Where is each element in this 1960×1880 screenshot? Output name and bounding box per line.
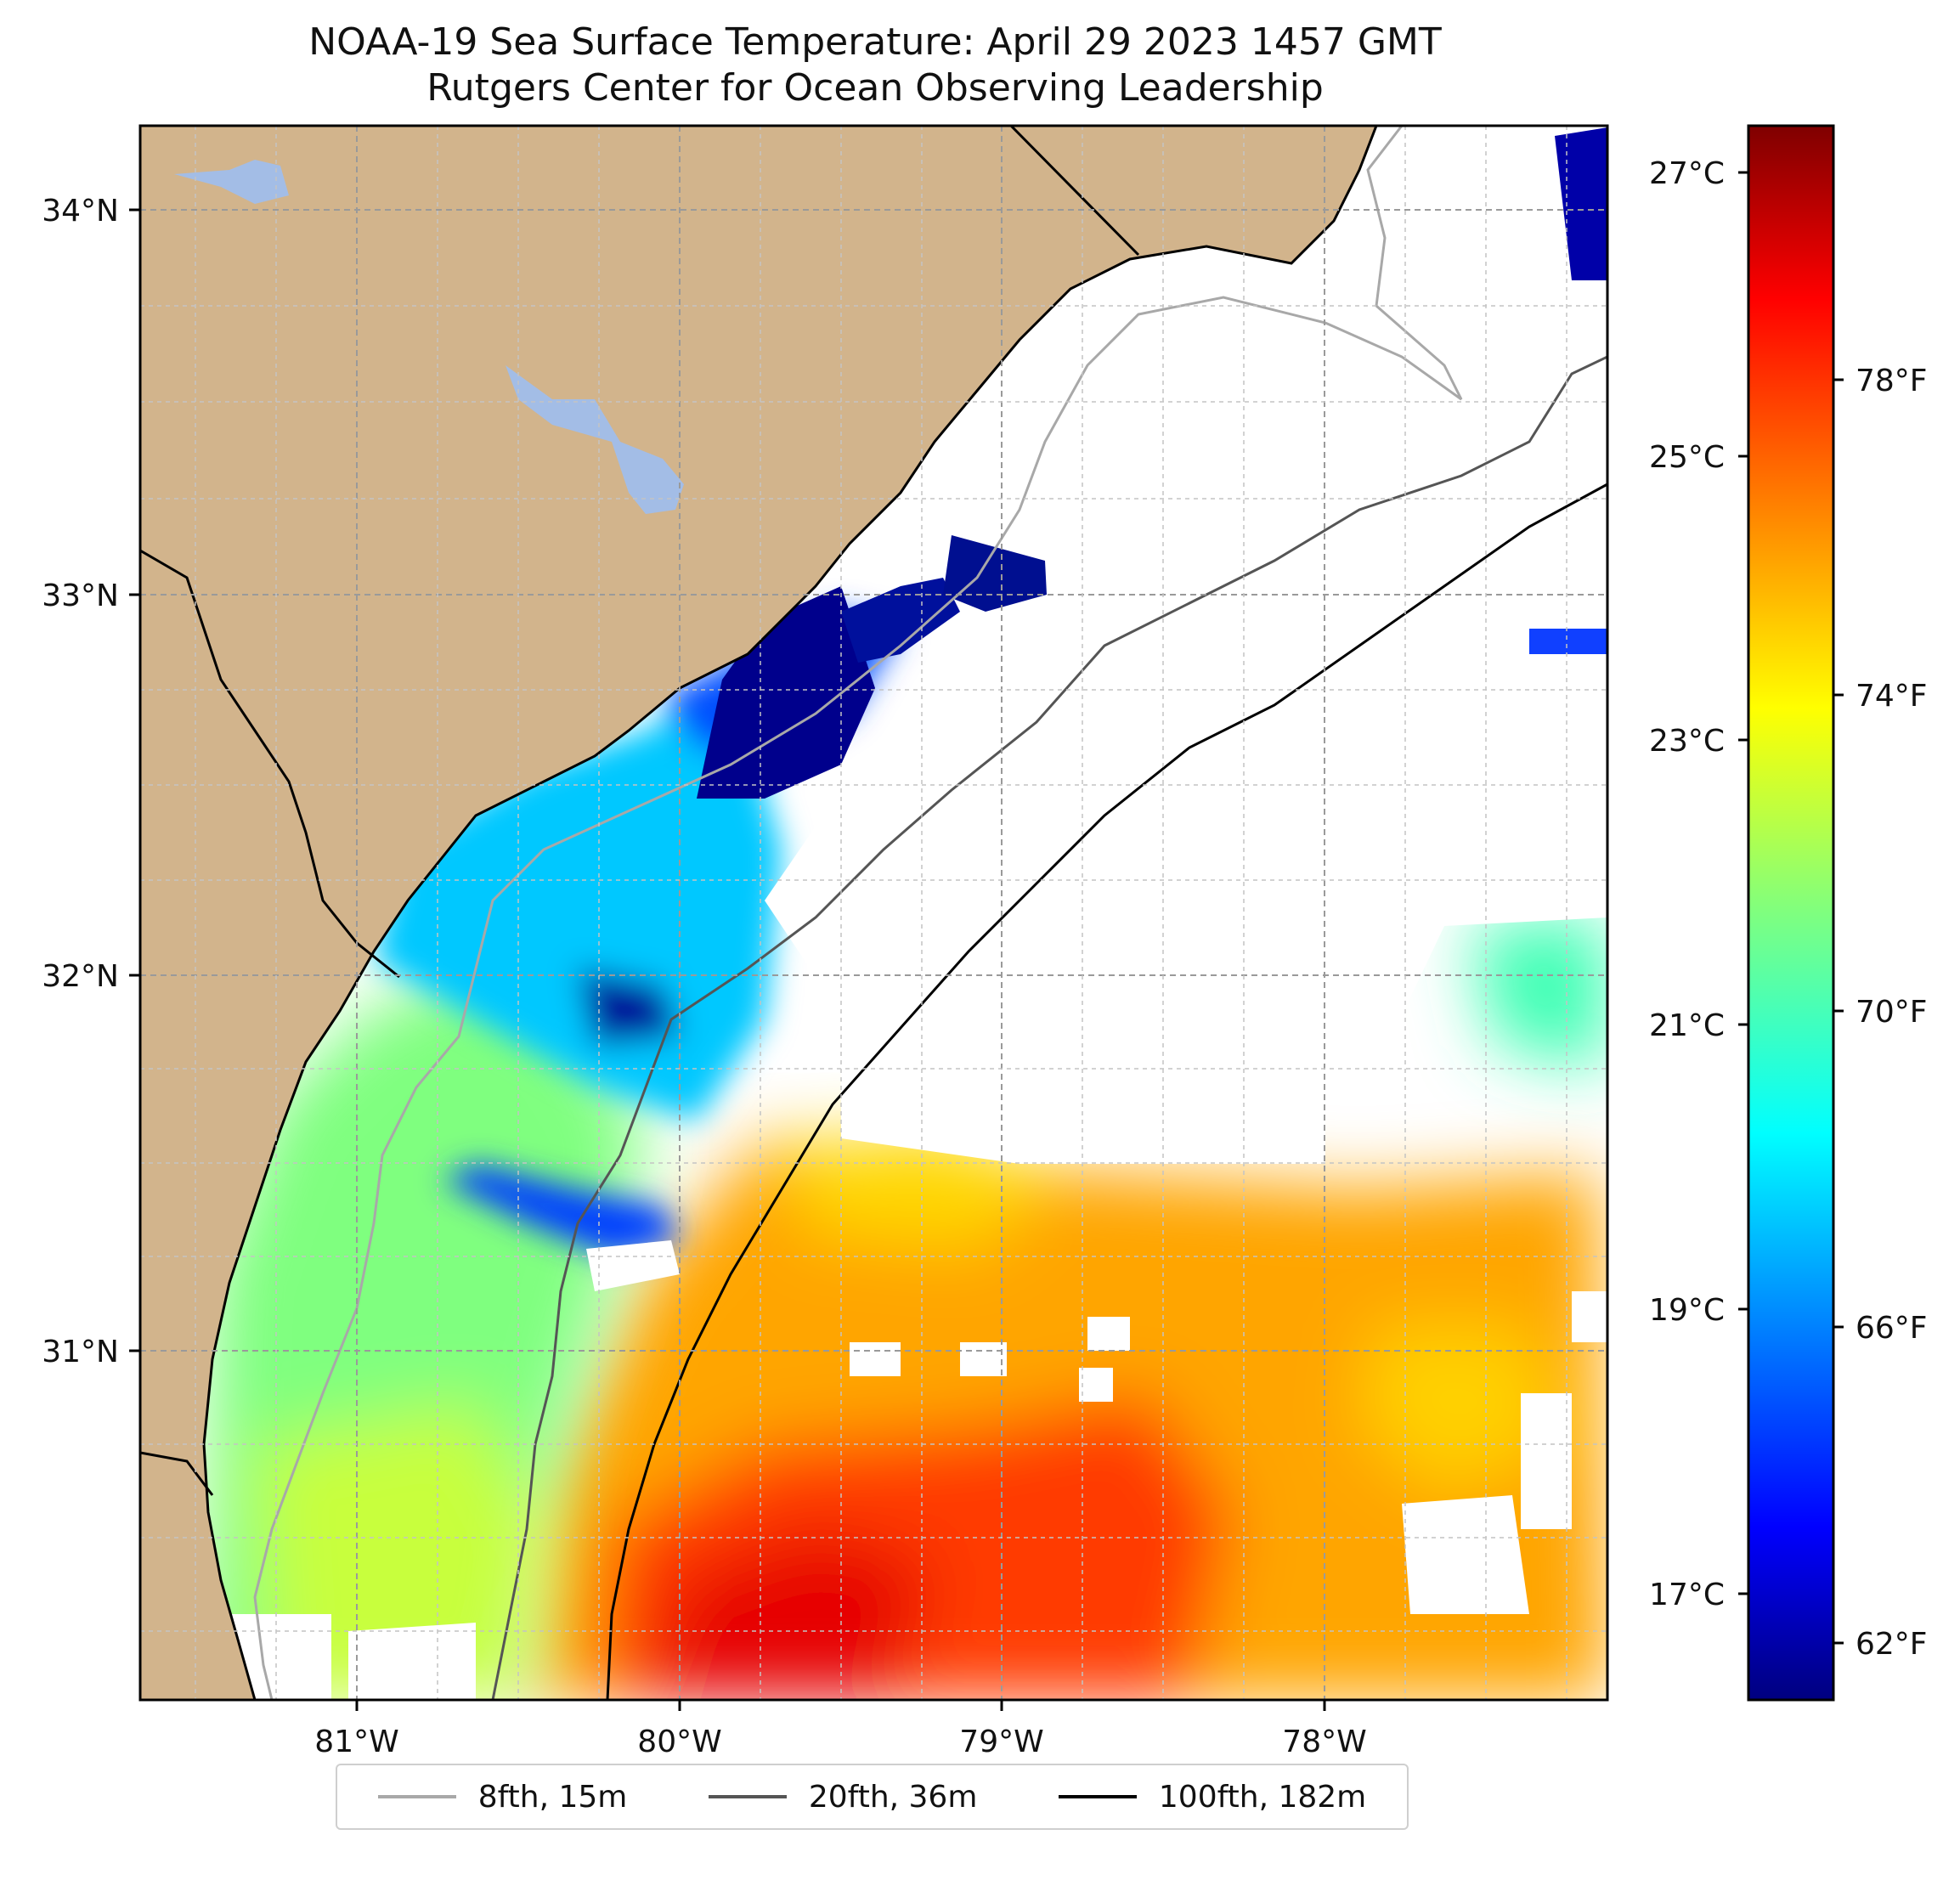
legend-swatch: [377, 1795, 456, 1798]
colorbar-fahrenheit-label: 66°F: [1856, 1311, 1928, 1346]
legend-item-20fth: 20fth, 36m: [708, 1779, 978, 1815]
graticule-minor: [140, 126, 1607, 1700]
colorbar-celsius-label: 17°C: [1649, 1578, 1725, 1612]
lon-tick-label: 81°W: [314, 1725, 398, 1759]
colorbar-celsius-label: 23°C: [1649, 724, 1725, 759]
map-area[interactable]: [140, 126, 1607, 1700]
legend-label: 100fth, 182m: [1158, 1779, 1367, 1815]
colorbar-celsius-label: 19°C: [1649, 1293, 1725, 1328]
legend-item-8fth: 8fth, 15m: [377, 1779, 628, 1815]
lon-tick-label: 78°W: [1282, 1725, 1366, 1759]
cloud-mask: [212, 731, 1607, 1700]
colorbar-ticks: [1738, 171, 1844, 1645]
lat-tick-label: 34°N: [42, 194, 119, 229]
lat-tick-label: 31°N: [42, 1335, 119, 1369]
graticule: [140, 126, 1607, 1700]
legend-item-100fth: 100fth, 182m: [1058, 1779, 1367, 1815]
legend-swatch: [708, 1795, 787, 1798]
colorbar-fahrenheit-label: 70°F: [1856, 995, 1928, 1030]
colorbar-fahrenheit-label: 62°F: [1856, 1627, 1928, 1662]
colorbar-fahrenheit-label: 78°F: [1856, 364, 1928, 398]
legend-label: 20fth, 36m: [808, 1779, 978, 1815]
sst-field-warm: [527, 1130, 1607, 1700]
legend-label: 8fth, 15m: [477, 1779, 628, 1815]
colorbar: [1747, 124, 1835, 1702]
lat-tick-label: 32°N: [42, 959, 119, 994]
lat-tick-label: 33°N: [42, 579, 119, 613]
isobath-100fth: [606, 483, 1607, 1700]
isobath-legend: 8fth, 15m 20fth, 36m 100fth, 182m: [336, 1764, 1409, 1830]
legend-swatch: [1058, 1795, 1137, 1798]
colorbar-fahrenheit-label: 74°F: [1856, 679, 1928, 714]
map-frame: [138, 124, 1609, 1702]
lon-tick-label: 79°W: [959, 1725, 1043, 1759]
colorbar-celsius-label: 25°C: [1649, 440, 1725, 475]
chart-subtitle: Rutgers Center for Ocean Observing Leade…: [426, 66, 1324, 110]
axis-ticks: [129, 208, 1326, 1711]
lon-tick-label: 80°W: [637, 1725, 721, 1759]
colorbar-celsius-label: 21°C: [1649, 1008, 1725, 1043]
chart-title: NOAA-19 Sea Surface Temperature: April 2…: [308, 20, 1442, 64]
colorbar-celsius-label: 27°C: [1649, 156, 1725, 191]
lake: [174, 160, 289, 204]
sst-field-cold: [697, 127, 1607, 799]
isobath-8fth: [253, 126, 1463, 1700]
